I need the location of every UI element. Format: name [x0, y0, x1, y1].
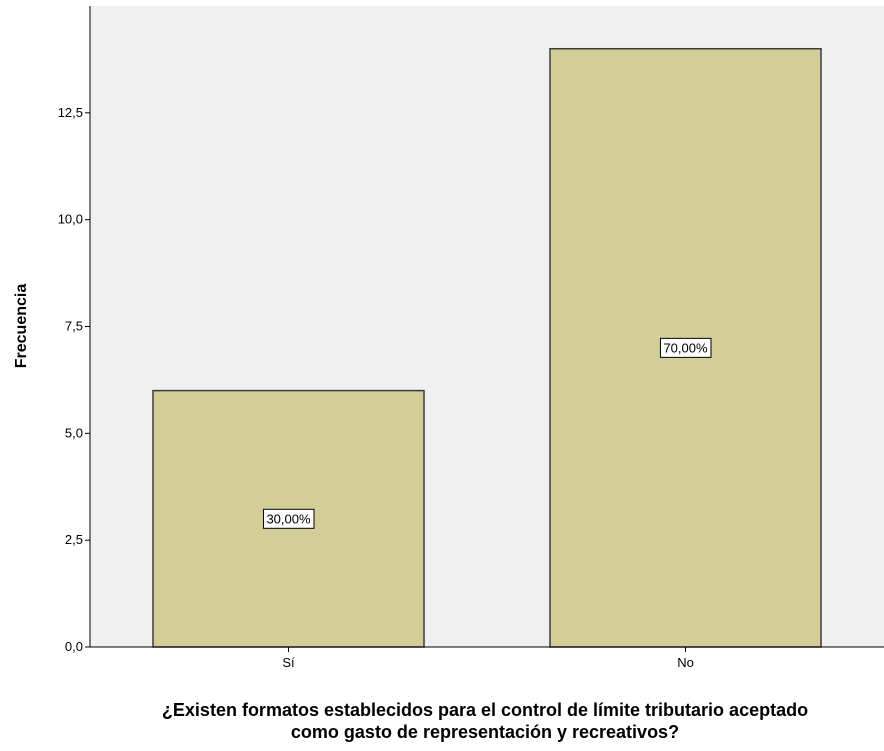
data-label-2: 70,00% — [663, 340, 708, 355]
data-label-box-2 — [659, 337, 712, 358]
y-axis-title: Frecuencia — [13, 284, 30, 369]
y-tick-label-3: 5,0 — [65, 425, 83, 440]
data-label-1: 30,00% — [266, 511, 311, 526]
y-tick-label-6: 12,5 — [58, 105, 83, 120]
y-tick-label-1: 0,0 — [65, 639, 83, 654]
x-tick-label-2: No — [677, 655, 694, 670]
y-tick-label-2: 2,5 — [65, 532, 83, 547]
x-ticks-layer: Sí No — [282, 647, 694, 670]
y-tick-label-4: 7,5 — [65, 319, 83, 334]
y-tick-label-5: 10,0 — [58, 212, 83, 227]
data-labels-layer: 30,00% 70,00% — [262, 337, 712, 529]
x-tick-label-1: Sí — [282, 655, 295, 670]
x-axis-title-line-2: como gasto de representación y recreativ… — [291, 722, 679, 742]
x-axis-title-line-1: ¿Existen formatos establecidos para el c… — [162, 700, 808, 720]
y-ticks-layer: 0,0 2,5 5,0 7,5 10,0 12,5 — [58, 105, 90, 654]
data-label-box-1 — [262, 508, 315, 529]
